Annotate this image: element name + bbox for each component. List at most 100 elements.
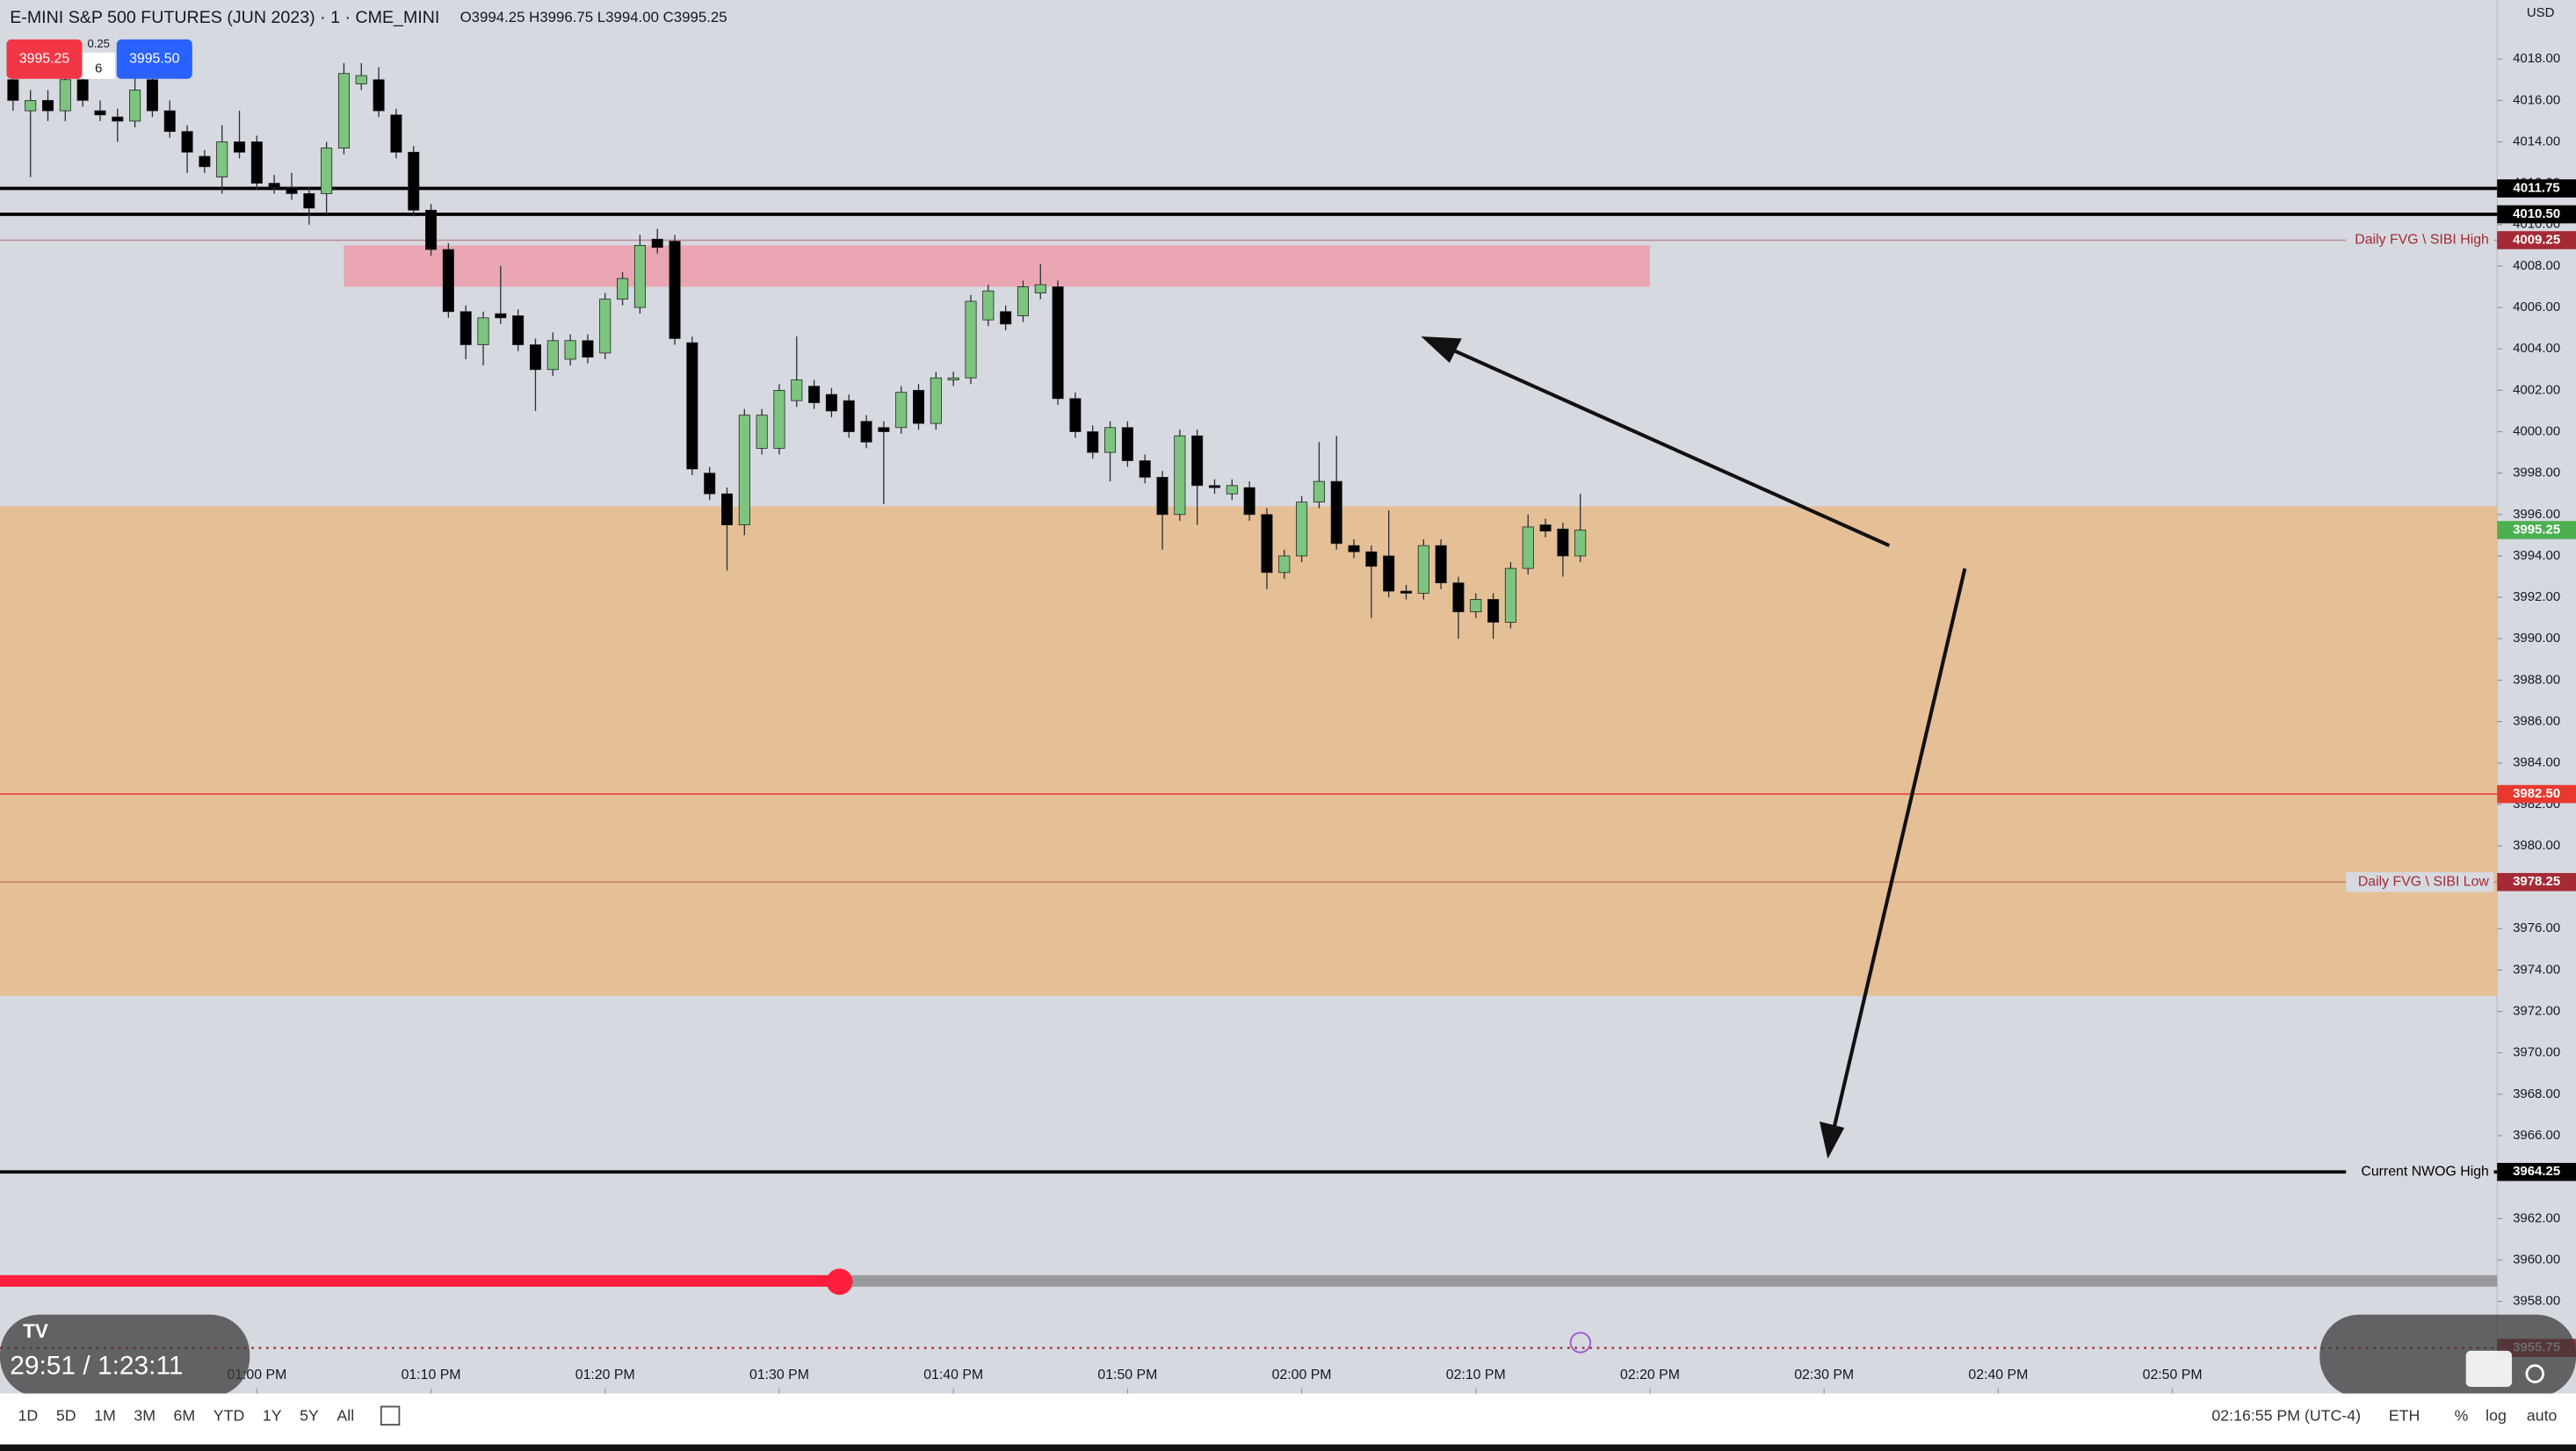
range-button[interactable]: 1Y	[263, 1406, 282, 1424]
candle-body	[582, 340, 594, 358]
session[interactable]: ETH	[2389, 1406, 2420, 1424]
range-button[interactable]: YTD	[213, 1406, 244, 1424]
candle-body	[59, 79, 71, 112]
y-tick-label: 3962.00	[2513, 1210, 2560, 1225]
level-label: Daily FVG \ SIBI Low	[2358, 874, 2490, 889]
tv-logo: TV	[23, 1320, 48, 1342]
arrow-up	[1448, 346, 1891, 548]
candle-body	[1278, 555, 1291, 574]
candle-body	[459, 311, 472, 345]
axis-toggle[interactable]: log	[2486, 1406, 2507, 1424]
y-tick-label: 3980.00	[2513, 838, 2560, 853]
candle-body	[1017, 286, 1029, 316]
y-tick-label: 4002.00	[2513, 382, 2560, 397]
candle-body	[390, 114, 402, 153]
range-button[interactable]: 5Y	[300, 1406, 319, 1424]
x-tick-label: 02:50 PM	[2143, 1368, 2203, 1382]
range-button[interactable]: 5D	[56, 1406, 76, 1424]
y-tick-label: 3966.00	[2513, 1128, 2560, 1143]
candle-body	[704, 473, 716, 494]
video-scrubber[interactable]	[826, 1268, 853, 1296]
y-tick-label: 3974.00	[2513, 962, 2560, 977]
y-tick-label: 4000.00	[2513, 423, 2560, 438]
level-label-bg	[2346, 872, 2494, 892]
candle-body	[442, 249, 454, 313]
x-tick-label: 02:30 PM	[1794, 1368, 1854, 1382]
header-bg	[0, 0, 772, 37]
candle-body	[1470, 599, 1482, 612]
buy-price[interactable]: 3995.50	[129, 52, 180, 67]
price-tag-label: 4010.50	[2513, 206, 2560, 221]
y-tick-label: 3990.00	[2513, 631, 2560, 646]
candle-body	[1000, 311, 1012, 325]
candle-body	[1487, 599, 1500, 623]
candle-body	[425, 209, 438, 250]
candle-body	[25, 99, 37, 112]
candle-body	[1522, 526, 1534, 569]
clock: 02:16:55 PM (UTC-4)	[2211, 1406, 2361, 1424]
date-range-button[interactable]	[380, 1405, 401, 1426]
candle-body	[373, 79, 385, 112]
candle-body	[477, 317, 489, 345]
candle-body	[1452, 582, 1465, 612]
captions-button[interactable]	[2465, 1350, 2513, 1388]
sell-button[interactable]	[6, 39, 83, 79]
symbol-title: E-MINI S&P 500 FUTURES (JUN 2023) · 1 · …	[10, 8, 439, 27]
candle-body	[1087, 431, 1099, 453]
y-tick-label: 4014.00	[2513, 134, 2560, 148]
candle-body	[982, 290, 995, 321]
range-button[interactable]: 6M	[174, 1406, 196, 1424]
candle-body	[321, 148, 333, 194]
candle-body	[181, 131, 193, 153]
axis-toggle[interactable]: %	[2455, 1406, 2469, 1424]
candle-body	[1069, 398, 1082, 432]
level-label: Daily FVG \ SIBI High	[2355, 233, 2489, 248]
range-button[interactable]: 1M	[94, 1406, 116, 1424]
sell-price[interactable]: 3995.25	[19, 52, 70, 67]
currency: USD	[2527, 5, 2555, 20]
range-button[interactable]: All	[336, 1406, 354, 1424]
quantity[interactable]: 6	[95, 61, 102, 76]
candle-body	[617, 278, 629, 300]
price-tag-label: 3978.25	[2513, 874, 2560, 889]
candle-body	[738, 415, 750, 525]
candle-body	[686, 342, 698, 470]
range-button[interactable]: 1D	[18, 1406, 39, 1424]
y-tick-label: 3988.00	[2513, 672, 2560, 687]
x-tick-label: 01:10 PM	[402, 1368, 461, 1382]
buy-button[interactable]	[116, 39, 192, 79]
candle-body	[756, 415, 768, 449]
event-marker[interactable]	[1569, 1332, 1591, 1354]
arrows	[1421, 336, 1967, 1159]
ohlc-legend: O3994.25 H3996.75 L3994.00 C3995.25	[460, 9, 727, 25]
y-tick-label: 3960.00	[2513, 1252, 2560, 1267]
candle-body	[163, 110, 176, 133]
candle-body	[546, 340, 559, 371]
candle-body	[633, 244, 646, 308]
level-label-bg	[2346, 1162, 2494, 1182]
zone	[344, 245, 1650, 287]
y-tick-label: 4018.00	[2513, 51, 2560, 66]
quantity-box[interactable]	[82, 52, 115, 79]
price-tag	[2497, 784, 2576, 804]
candle-body	[895, 392, 908, 429]
settings-button[interactable]	[2525, 1364, 2545, 1383]
x-tick-label: 02:10 PM	[1446, 1368, 1506, 1382]
range-button[interactable]: 3M	[134, 1406, 156, 1424]
y-tick-label: 4004.00	[2513, 341, 2560, 356]
candle-body	[1156, 477, 1169, 516]
price-tag	[2497, 1162, 2576, 1181]
price-tag	[2497, 179, 2576, 198]
video-progress-played[interactable]	[0, 1274, 840, 1287]
candle-body	[1034, 284, 1046, 293]
candle-body	[76, 79, 89, 101]
candle-body	[1313, 480, 1325, 503]
axis-toggle[interactable]: auto	[2527, 1406, 2558, 1424]
arrow-down	[1831, 567, 1967, 1131]
candle-body	[1417, 545, 1429, 594]
candle-body	[216, 141, 228, 177]
candle-body	[1226, 485, 1238, 494]
candle-body	[1139, 460, 1151, 478]
candle-body	[1400, 590, 1413, 594]
